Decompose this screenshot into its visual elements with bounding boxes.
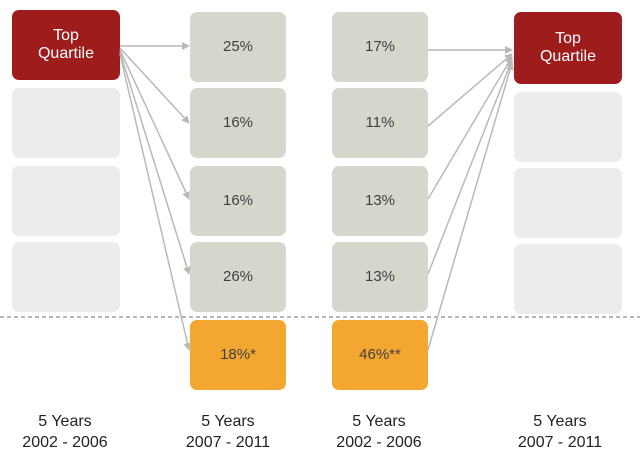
col2-box-4: 26% [190,242,286,312]
period-label-col1-range: 2002 - 2006 [22,433,108,451]
left-empty-box-2 [12,88,120,158]
arrow-col3-3-to-right [427,56,513,200]
period-label-col2-range: 2007 - 2011 [185,433,271,451]
period-label-col1-years: 5 Years [38,413,92,430]
period-label-col1: 5 Years 2002 - 2006 [10,412,120,454]
col3-value-3: 13% [364,192,396,210]
col2-box-3: 16% [190,166,286,236]
col3-value-1: 17% [364,38,396,56]
col3-value-4: 13% [364,268,396,286]
arrow-col3-2-to-right [427,53,513,127]
period-label-col4-range: 2007 - 2011 [517,433,603,451]
col3-box-3: 13% [332,166,428,236]
left-top-quartile-line1: Top [53,26,79,44]
col2-value-1: 25% [222,38,254,56]
col3-box-2: 11% [332,88,428,158]
left-top-quartile-line2: Quartile [37,45,95,62]
left-empty-box-3 [12,166,120,236]
period-label-col4: 5 Years 2007 - 2011 [505,412,615,454]
right-top-quartile-line1: Top [555,29,581,47]
arrow-col3-5-to-right [427,62,514,351]
col2-value-2: 16% [222,114,254,132]
col3-box-4: 13% [332,242,428,312]
arrow-left-to-col2-4 [119,51,191,275]
period-label-col2: 5 Years 2007 - 2011 [173,412,283,454]
right-empty-box-2 [514,92,622,162]
period-label-col3-range: 2002 - 2006 [336,433,422,451]
arrow-left-to-col2-3 [119,49,190,200]
right-empty-box-3 [514,168,622,238]
col2-value-4: 26% [222,268,254,286]
arrow-col3-4-to-right [427,59,514,275]
period-label-col3: 5 Years 2002 - 2006 [324,412,434,454]
arrow-left-to-col2-5 [119,53,192,351]
col3-box-1: 17% [332,12,428,82]
left-top-quartile-box: Top Quartile [12,10,120,80]
col2-highlight-box: 18%* [190,320,286,390]
col3-value-2: 11% [365,114,395,132]
right-empty-box-4 [514,244,622,314]
col2-box-1: 25% [190,12,286,82]
col2-value-3: 16% [222,192,254,210]
period-label-col2-years: 5 Years [201,413,255,430]
arrow-left-to-col2-2 [119,47,190,124]
col3-highlight-value: 46%** [359,346,401,364]
col2-box-2: 16% [190,88,286,158]
col3-highlight-box: 46%** [332,320,428,390]
left-empty-box-4 [12,242,120,312]
period-label-col4-years: 5 Years [533,413,587,430]
right-top-quartile-box: Top Quartile [514,12,622,84]
right-top-quartile-line2: Quartile [539,48,597,65]
col2-highlight-value: 18%* [220,346,256,364]
period-label-col3-years: 5 Years [352,413,406,430]
